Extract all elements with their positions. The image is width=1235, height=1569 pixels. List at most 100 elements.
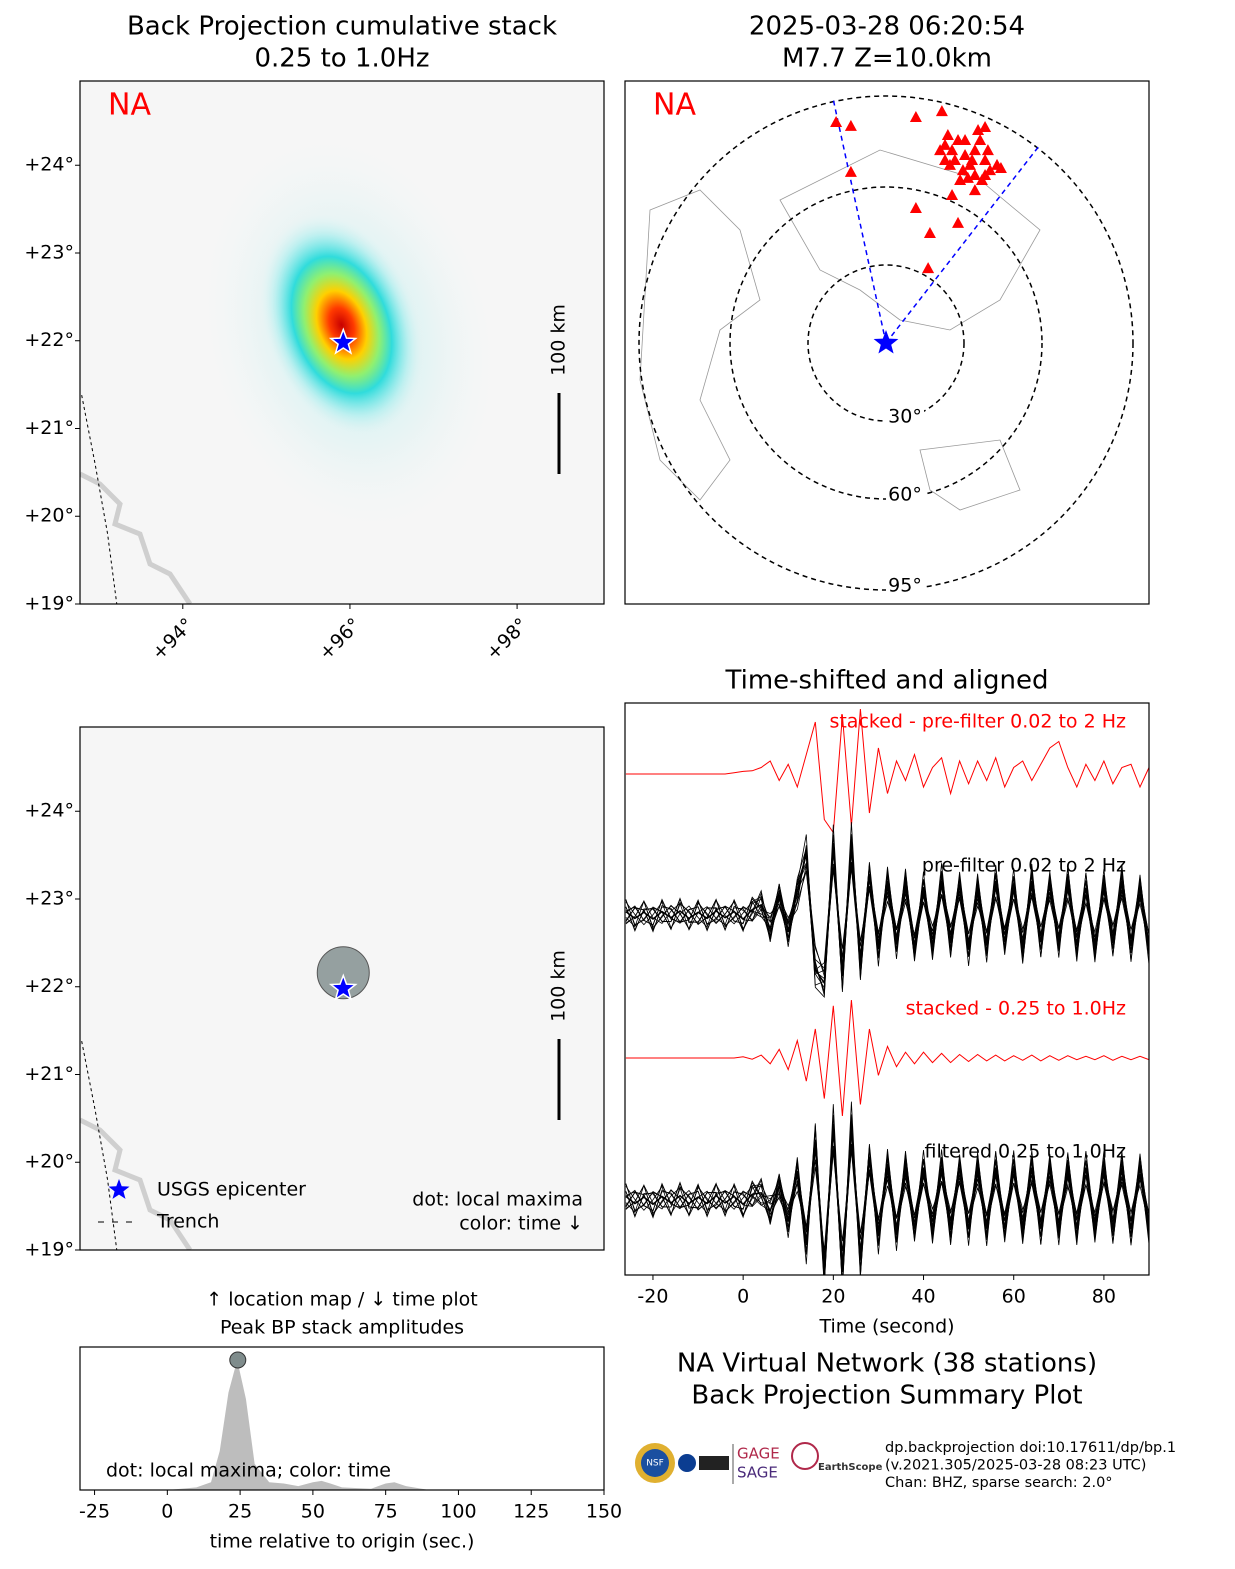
y-tick-label: +19° bbox=[24, 593, 74, 615]
x-tick-label: 0 bbox=[161, 1501, 173, 1523]
station bbox=[956, 164, 969, 176]
trace bbox=[625, 999, 1149, 1117]
y-tick-label: +21° bbox=[24, 417, 74, 439]
station bbox=[974, 133, 987, 145]
station bbox=[844, 165, 857, 177]
scale-bar-label: 100 km bbox=[548, 304, 570, 376]
chart-title: 2025-03-28 06:20:54 bbox=[749, 12, 1025, 42]
station bbox=[939, 153, 952, 165]
frame bbox=[79, 1346, 605, 1491]
local-maximum bbox=[229, 1351, 247, 1369]
footer-subtitle: Back Projection Summary Plot bbox=[691, 1381, 1082, 1411]
credit-line: Chan: BHZ, sparse search: 2.0° bbox=[885, 1475, 1113, 1491]
trench bbox=[81, 395, 118, 604]
station bbox=[959, 149, 972, 161]
frame bbox=[79, 80, 605, 605]
nsf-logo-inner bbox=[641, 1449, 669, 1477]
station bbox=[981, 144, 994, 156]
station bbox=[923, 227, 936, 239]
y-tick-label: +24° bbox=[24, 800, 74, 822]
trace-label: pre-filter 0.02 to 2 Hz bbox=[922, 855, 1126, 877]
usgs-logo bbox=[699, 1456, 729, 1470]
station bbox=[968, 169, 981, 181]
ring-label-bg bbox=[886, 483, 924, 507]
chart-title: Back Projection cumulative stack bbox=[127, 12, 557, 42]
earthscope-logo bbox=[791, 1442, 819, 1470]
map-layer: 30° 60° 95° bbox=[638, 95, 1134, 598]
x-tick-label: 50 bbox=[301, 1501, 325, 1523]
station bbox=[952, 216, 965, 228]
x-tick-label: -20 bbox=[637, 1286, 668, 1308]
x-tick-label: 75 bbox=[374, 1501, 398, 1523]
epicenter bbox=[328, 973, 358, 1001]
x-tick-label: 25 bbox=[228, 1501, 252, 1523]
logo-text: NSF bbox=[646, 1459, 664, 1469]
legend-label: Trench bbox=[156, 1211, 219, 1233]
x-tick-label: -25 bbox=[79, 1501, 110, 1523]
station bbox=[975, 173, 988, 185]
frame bbox=[624, 80, 1150, 605]
legend-star bbox=[108, 1179, 130, 1199]
map-layer bbox=[80, 126, 504, 604]
trace-spread bbox=[625, 1104, 1149, 1275]
nasa-logo bbox=[678, 1454, 696, 1472]
local-maximum bbox=[316, 946, 370, 1000]
chart-subtitle: 0.25 to 1.0Hz bbox=[254, 44, 429, 74]
station bbox=[909, 111, 922, 123]
x-tick-label: 60 bbox=[1002, 1286, 1026, 1308]
legend-label: USGS epicenter bbox=[157, 1179, 306, 1201]
logo-text: GAGE bbox=[737, 1445, 780, 1463]
y-tick-label: +24° bbox=[24, 154, 74, 176]
ring-label: 30° bbox=[888, 406, 922, 428]
x-tick-label: 150 bbox=[586, 1501, 622, 1523]
credit-line: (v.2021.305/2025-03-28 08:23 UTC) bbox=[885, 1458, 1146, 1474]
station bbox=[984, 164, 996, 176]
x-tick-label: +98° bbox=[482, 614, 533, 665]
y-tick-label: +19° bbox=[24, 1239, 74, 1261]
x-tick-label: 20 bbox=[821, 1286, 845, 1308]
distance-ring bbox=[807, 264, 965, 422]
x-tick-label: +96° bbox=[315, 614, 366, 665]
logos bbox=[635, 1442, 819, 1484]
station bbox=[909, 202, 922, 214]
trace bbox=[625, 1127, 1149, 1273]
station bbox=[968, 184, 981, 196]
trace-label: stacked - pre-filter 0.02 to 2 Hz bbox=[829, 711, 1126, 733]
y-tick-label: +22° bbox=[24, 975, 74, 997]
logo-text: EarthScope bbox=[818, 1462, 883, 1473]
network-label: NA bbox=[108, 88, 151, 123]
chart-subtitle: Peak BP stack amplitudes bbox=[220, 1317, 464, 1339]
network-label: NA bbox=[653, 88, 696, 123]
footer-title: NA Virtual Network (38 stations) bbox=[677, 1349, 1097, 1379]
stack-peak bbox=[257, 210, 426, 439]
trace-label: filtered 0.25 to 1.0Hz bbox=[924, 1141, 1126, 1163]
y-tick-label: +23° bbox=[24, 887, 74, 909]
station bbox=[935, 105, 948, 117]
y-tick-label: +22° bbox=[24, 329, 74, 351]
y-tick-label: +20° bbox=[24, 505, 74, 527]
station bbox=[954, 173, 967, 185]
ring-label-bg bbox=[886, 574, 924, 598]
station bbox=[979, 153, 992, 165]
trace-label: stacked - 0.25 to 1.0Hz bbox=[906, 998, 1126, 1020]
station bbox=[941, 129, 954, 140]
logo-text: SAGE bbox=[737, 1464, 778, 1482]
station bbox=[946, 189, 959, 201]
station bbox=[959, 133, 972, 145]
coastline bbox=[80, 471, 193, 604]
y-tick-label: +23° bbox=[24, 241, 74, 263]
station bbox=[948, 153, 961, 165]
frame bbox=[624, 702, 1150, 1276]
frame bbox=[79, 726, 605, 1251]
map-layer bbox=[80, 946, 370, 1250]
station bbox=[994, 162, 1007, 174]
annotation: color: time ↓ bbox=[459, 1213, 583, 1235]
station bbox=[844, 119, 857, 131]
station bbox=[968, 144, 981, 156]
epicenter bbox=[328, 327, 358, 355]
station bbox=[939, 138, 952, 150]
epicenter bbox=[873, 330, 899, 354]
station bbox=[972, 124, 985, 136]
station bbox=[934, 144, 947, 156]
